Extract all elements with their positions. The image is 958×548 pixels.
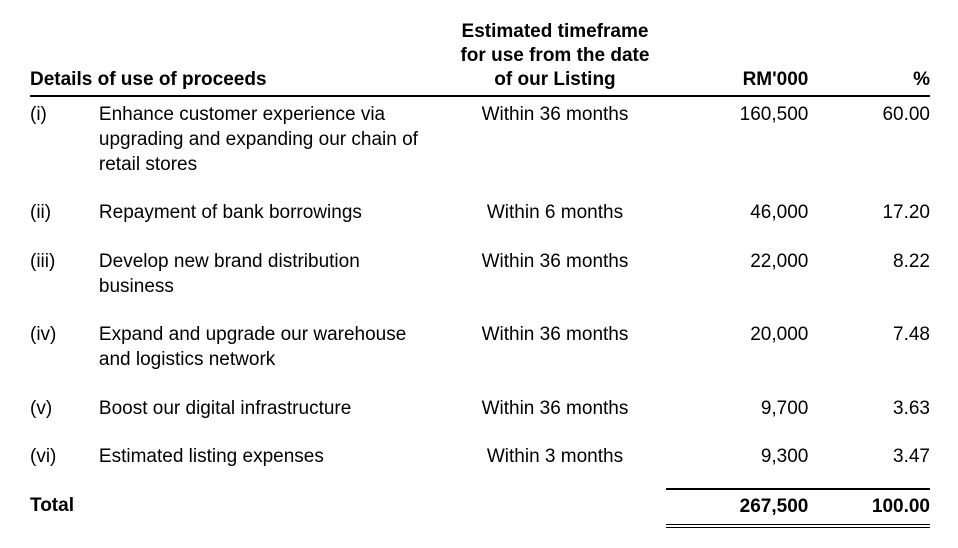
table-row: (ii) Repayment of bank borrowings Within… [30, 195, 930, 244]
header-timeframe-l1: Estimated timeframe [462, 21, 649, 42]
row-desc: Enhance customer experience via upgradin… [99, 96, 444, 195]
header-pct: % [808, 20, 930, 96]
row-pct: 3.63 [808, 391, 930, 440]
row-desc: Boost our digital infrastructure [99, 391, 444, 440]
row-pct: 8.22 [808, 244, 930, 317]
header-timeframe-l2: for use from the date [460, 45, 649, 66]
row-num: (vi) [30, 439, 99, 489]
use-of-proceeds-table: Details of use of proceeds Estimated tim… [30, 20, 930, 528]
header-timeframe-l3: of our Listing [494, 69, 615, 90]
row-pct: 60.00 [808, 96, 930, 195]
row-desc: Estimated listing expenses [99, 439, 444, 489]
row-amt: 9,700 [666, 391, 808, 440]
table-row: (i) Enhance customer experience via upgr… [30, 96, 930, 195]
table-row: (vi) Estimated listing expenses Within 3… [30, 439, 930, 489]
row-amt: 46,000 [666, 195, 808, 244]
row-num: (iii) [30, 244, 99, 317]
header-timeframe: Estimated timeframe for use from the dat… [444, 20, 667, 96]
row-pct: 17.20 [808, 195, 930, 244]
row-time: Within 36 months [444, 96, 667, 195]
row-time: Within 6 months [444, 195, 667, 244]
row-time: Within 36 months [444, 317, 667, 390]
row-time: Within 36 months [444, 391, 667, 440]
row-desc: Develop new brand distribution business [99, 244, 444, 317]
table-row: (v) Boost our digital infrastructure Wit… [30, 391, 930, 440]
row-pct: 7.48 [808, 317, 930, 390]
row-time: Within 36 months [444, 244, 667, 317]
header-amount: RM'000 [666, 20, 808, 96]
row-pct: 3.47 [808, 439, 930, 489]
row-num: (v) [30, 391, 99, 440]
row-desc: Expand and upgrade our warehouse and log… [99, 317, 444, 390]
row-num: (iv) [30, 317, 99, 390]
row-num: (ii) [30, 195, 99, 244]
row-amt: 20,000 [666, 317, 808, 390]
row-desc: Repayment of bank borrowings [99, 195, 444, 244]
row-time: Within 3 months [444, 439, 667, 489]
row-amt: 22,000 [666, 244, 808, 317]
table-row: (iv) Expand and upgrade our warehouse an… [30, 317, 930, 390]
row-amt: 9,300 [666, 439, 808, 489]
header-details: Details of use of proceeds [30, 20, 444, 96]
row-num: (i) [30, 96, 99, 195]
row-amt: 160,500 [666, 96, 808, 195]
table-row: (iii) Develop new brand distribution bus… [30, 244, 930, 317]
